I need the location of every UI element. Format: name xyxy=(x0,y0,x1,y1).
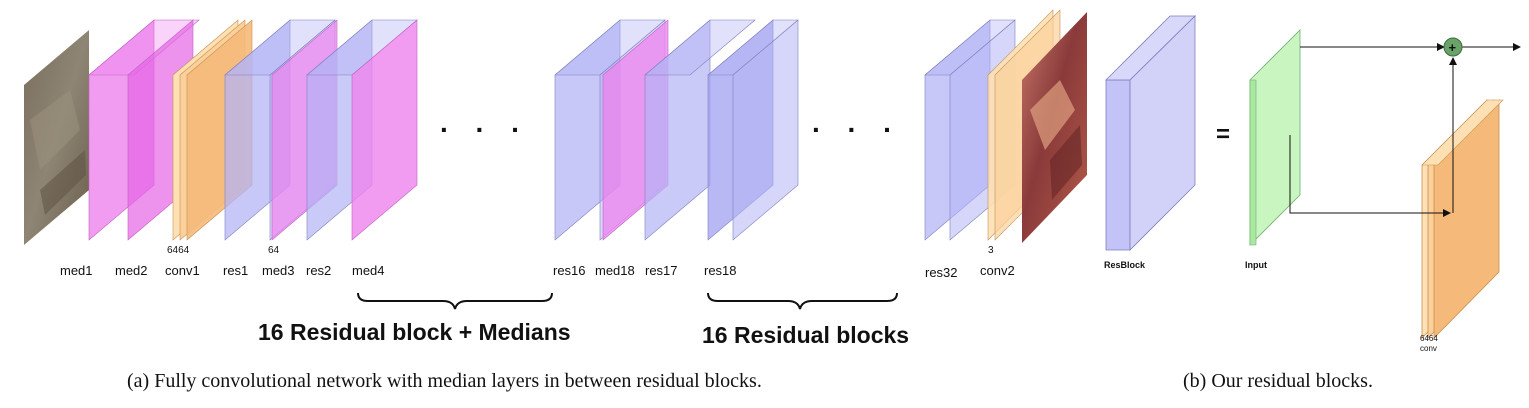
layer-res18 xyxy=(707,19,799,241)
layer-res17 xyxy=(644,19,756,241)
equals-sign: = xyxy=(1216,121,1230,148)
label-med3: med3 xyxy=(262,263,295,278)
caption-b: (b) Our residual blocks. xyxy=(1183,370,1373,392)
channels-med3: 64 xyxy=(268,245,280,256)
label-conv2: conv2 xyxy=(980,263,1015,278)
brace-residual-medians xyxy=(357,292,553,310)
conv-block xyxy=(1421,99,1504,339)
sum-node xyxy=(1443,37,1463,57)
ellipsis-2: . . . xyxy=(812,107,901,138)
label-res17: res17 xyxy=(645,263,678,278)
label-res1: res1 xyxy=(223,263,248,278)
sum-symbol: + xyxy=(1449,40,1457,55)
input-label: Input xyxy=(1245,260,1267,270)
channels-conv1: 6464 xyxy=(167,245,190,256)
noisy-input-image xyxy=(24,30,89,245)
residual-block-diagram: ResBlock = Input 6464 conv + (b) Our res… xyxy=(1104,15,1521,392)
label-med1: med1 xyxy=(60,263,93,278)
label-res18: res18 xyxy=(704,263,737,278)
label-res16: res16 xyxy=(553,263,586,278)
brace-residual-blocks xyxy=(707,292,898,310)
denoised-output-image xyxy=(1022,12,1087,243)
layer-labels: med1 med2 conv1 res1 med3 res2 med4 res1… xyxy=(60,263,1015,280)
ellipsis-1: . . . xyxy=(440,107,529,138)
brace-label-residual-medians: 16 Residual block + Medians xyxy=(258,319,571,345)
input-plane xyxy=(1249,29,1301,246)
resblock-label: ResBlock xyxy=(1104,260,1146,270)
channels-conv2: 3 xyxy=(988,245,994,256)
input-to-conv-arrow xyxy=(1289,135,1451,217)
brace-label-residual-blocks: 16 Residual blocks xyxy=(702,322,909,348)
resblock-cuboid xyxy=(1105,15,1196,251)
label-res32: res32 xyxy=(925,265,958,280)
label-res2: res2 xyxy=(306,263,331,278)
label-conv1: conv1 xyxy=(165,263,200,278)
layer-conv1 xyxy=(172,19,253,241)
layer-med4 xyxy=(351,19,418,241)
caption-a: (a) Fully convolutional network with med… xyxy=(127,370,762,392)
label-med18: med18 xyxy=(595,263,635,278)
conv-label: conv xyxy=(1420,344,1437,353)
conv-channels-label: 6464 xyxy=(1420,334,1438,343)
label-med2: med2 xyxy=(115,263,148,278)
label-med4: med4 xyxy=(352,263,385,278)
network-diagram: . . . . . . xyxy=(24,9,1087,392)
